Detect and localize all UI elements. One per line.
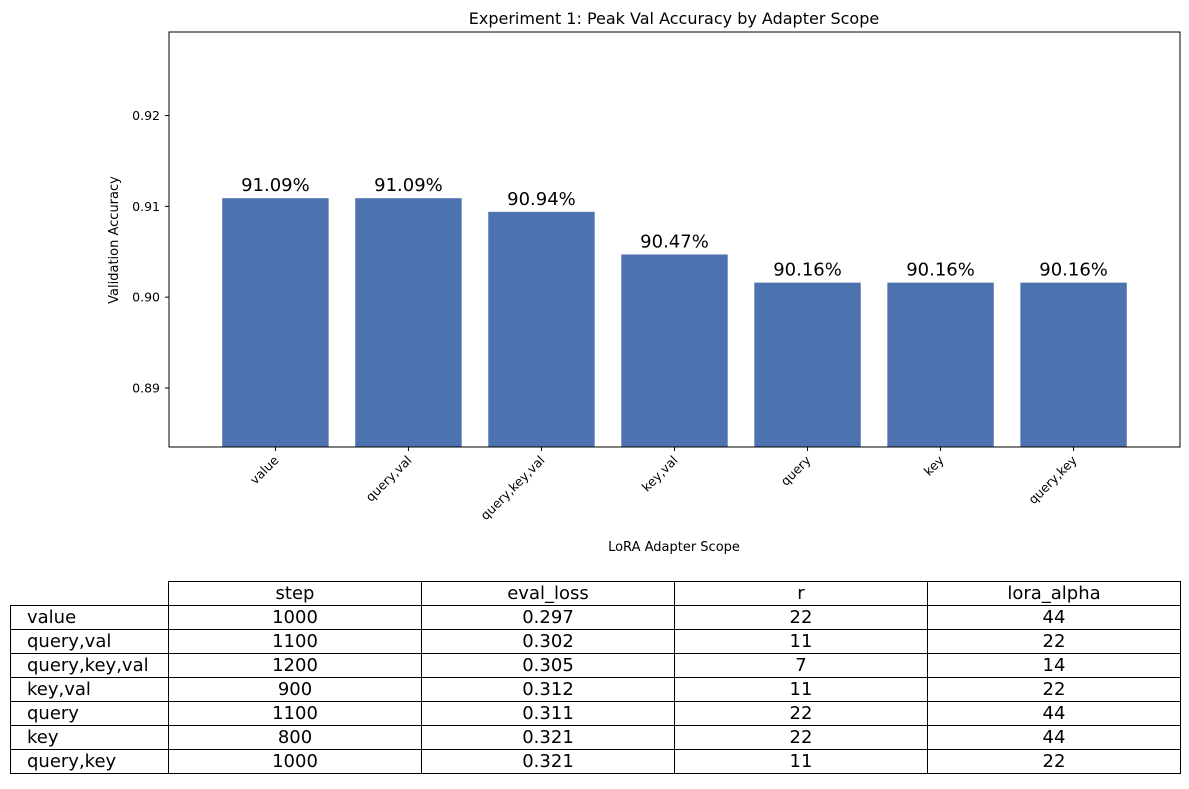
table-cell: 1000 — [168, 605, 422, 630]
table-cell: 0.321 — [421, 749, 675, 774]
table-header-row: step eval_loss r lora_alpha — [10, 581, 1181, 606]
table-cell: 0.302 — [421, 629, 675, 654]
row-label: query,key — [10, 749, 169, 774]
table-cell: 1200 — [168, 653, 422, 678]
table-cell: 11 — [674, 749, 928, 774]
bar-value-label: 90.16% — [906, 260, 975, 281]
chart-title: Experiment 1: Peak Val Accuracy by Adapt… — [469, 9, 879, 28]
column-header: lora_alpha — [927, 581, 1181, 606]
x-tick-label: key,val — [639, 453, 681, 495]
bar — [1020, 282, 1127, 447]
table-row: query,key,val 1200 0.305 7 14 — [10, 653, 1181, 678]
table-cell: 0.311 — [421, 701, 675, 726]
row-label: key,val — [10, 677, 169, 702]
table-cell: 22 — [927, 629, 1181, 654]
table-cell: 44 — [927, 725, 1181, 750]
results-table: step eval_loss r lora_alpha value 1000 0.2… — [10, 581, 1181, 774]
x-tick-label: query,val — [363, 453, 415, 505]
table-row: key,val 900 0.312 11 22 — [10, 677, 1181, 702]
table-row: query,val 1100 0.302 11 22 — [10, 629, 1181, 654]
column-header: step — [168, 581, 422, 606]
table-row: query 1100 0.311 22 44 — [10, 701, 1181, 726]
table-cell: 22 — [927, 677, 1181, 702]
y-tick-label: 0.89 — [132, 380, 160, 395]
x-tick-label: query — [778, 452, 815, 489]
table-cell: 1100 — [168, 629, 422, 654]
x-axis-label: LoRA Adapter Scope — [608, 540, 740, 555]
column-header: r — [674, 581, 928, 606]
table-cell: 44 — [927, 605, 1181, 630]
table-cell: 1100 — [168, 701, 422, 726]
table-cell: 7 — [674, 653, 928, 678]
table-row: query,key 1000 0.321 11 22 — [10, 749, 1181, 774]
table-row: key 800 0.321 22 44 — [10, 725, 1181, 750]
bar — [754, 282, 861, 447]
plot-area: 91.09% 91.09% 90.94% 90.47% 90.16% 90.16% 90.1… — [132, 31, 1181, 523]
x-tick-label: query,key — [1025, 452, 1080, 507]
row-label: value — [10, 605, 169, 630]
table-corner-cell — [10, 581, 169, 606]
table-cell: 44 — [927, 701, 1181, 726]
table-cell: 0.321 — [421, 725, 675, 750]
table-cell: 0.305 — [421, 653, 675, 678]
bar-value-label: 90.47% — [640, 231, 709, 252]
y-tick-label: 0.92 — [132, 108, 160, 123]
bar-value-label: 90.16% — [773, 260, 842, 281]
table-cell: 14 — [927, 653, 1181, 678]
table-cell: 22 — [674, 725, 928, 750]
table-cell: 11 — [674, 629, 928, 654]
row-label: query,val — [10, 629, 169, 654]
x-tick-label: value — [247, 452, 282, 487]
table-cell: 22 — [927, 749, 1181, 774]
bar — [355, 198, 462, 447]
bar — [488, 211, 595, 447]
y-tick-label: 0.90 — [132, 290, 160, 305]
row-label: query — [10, 701, 169, 726]
table-cell: 900 — [168, 677, 422, 702]
table-cell: 22 — [674, 701, 928, 726]
table-cell: 0.312 — [421, 677, 675, 702]
x-tick-label: key — [921, 452, 948, 479]
bar-value-label: 90.16% — [1039, 260, 1108, 281]
y-axis-label: Validation Accuracy — [107, 176, 122, 304]
bar-value-label: 91.09% — [241, 175, 310, 196]
bar — [222, 198, 329, 447]
bar-value-label: 90.94% — [507, 189, 576, 210]
bar — [621, 254, 728, 447]
bar-chart: Experiment 1: Peak Val Accuracy by Adapt… — [107, 9, 1181, 555]
table-cell: 0.297 — [421, 605, 675, 630]
table-cell: 22 — [674, 605, 928, 630]
bar-value-label: 91.09% — [374, 175, 443, 196]
table-row: value 1000 0.297 22 44 — [10, 605, 1181, 630]
bar — [887, 282, 994, 447]
x-tick-label: query,key,val — [477, 453, 547, 523]
table-cell: 11 — [674, 677, 928, 702]
table-cell: 800 — [168, 725, 422, 750]
row-label: query,key,val — [10, 653, 169, 678]
table-cell: 1000 — [168, 749, 422, 774]
y-tick-label: 0.91 — [132, 199, 160, 214]
row-label: key — [10, 725, 169, 750]
column-header: eval_loss — [421, 581, 675, 606]
